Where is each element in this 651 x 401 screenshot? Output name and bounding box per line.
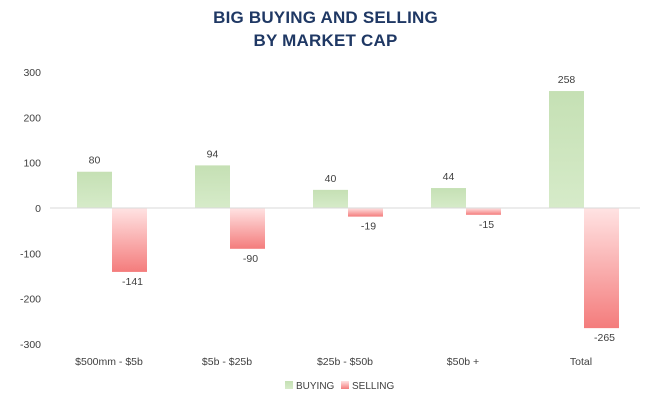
legend-buying-label: BUYING: [296, 381, 335, 392]
y-tick-label: 300: [23, 67, 41, 79]
selling-value-label: -90: [243, 253, 258, 265]
y-tick-label: -200: [20, 294, 41, 306]
buying-value-label: 258: [558, 74, 576, 86]
selling-value-label: -19: [361, 221, 376, 233]
buying-value-label: 94: [207, 148, 219, 160]
buying-bar: [549, 91, 584, 208]
bars-group: [77, 91, 619, 329]
x-category-label: $500mm - $5b: [75, 356, 143, 368]
selling-value-label: -141: [122, 276, 143, 288]
selling-bar: [230, 208, 265, 249]
selling-value-label: -15: [479, 219, 494, 231]
legend-selling-label: SELLING: [352, 381, 394, 392]
selling-bar: [112, 208, 147, 272]
selling-bar: [348, 208, 383, 217]
x-axis-tick-labels: $500mm - $5b $5b - $25b $25b - $50b $50b + T…: [75, 356, 592, 368]
data-labels-group: 80 94 40 44 258 -141 -90 -19 -15 -265: [89, 74, 616, 344]
buying-bar: [431, 188, 466, 208]
legend-buying-swatch: [285, 381, 293, 389]
chart-title-line-1: BIG BUYING AND SELLING: [213, 8, 438, 27]
buying-bar: [313, 189, 348, 208]
legend: BUYING SELLING: [285, 381, 394, 392]
buying-value-label: 80: [89, 155, 101, 167]
buying-bar: [195, 165, 230, 208]
y-tick-label: 200: [23, 112, 41, 124]
y-tick-label: 100: [23, 158, 41, 170]
selling-value-label: -265: [594, 332, 615, 344]
x-category-label: $50b +: [447, 356, 479, 368]
selling-bar: [466, 208, 501, 215]
x-category-label: Total: [570, 356, 592, 368]
buying-value-label: 40: [325, 173, 337, 185]
x-category-label: $25b - $50b: [317, 356, 373, 368]
y-tick-label: 0: [35, 203, 41, 215]
buying-bar: [77, 171, 112, 208]
y-axis-tick-labels: -300 -200 -100 0 100 200 300: [20, 67, 41, 351]
selling-bar: [584, 208, 619, 329]
chart-title-line-2: BY MARKET CAP: [253, 31, 398, 50]
y-tick-label: -100: [20, 248, 41, 260]
buying-value-label: 44: [443, 171, 455, 183]
x-category-label: $5b - $25b: [202, 356, 252, 368]
legend-selling-swatch: [341, 381, 349, 389]
y-tick-label: -300: [20, 339, 41, 351]
